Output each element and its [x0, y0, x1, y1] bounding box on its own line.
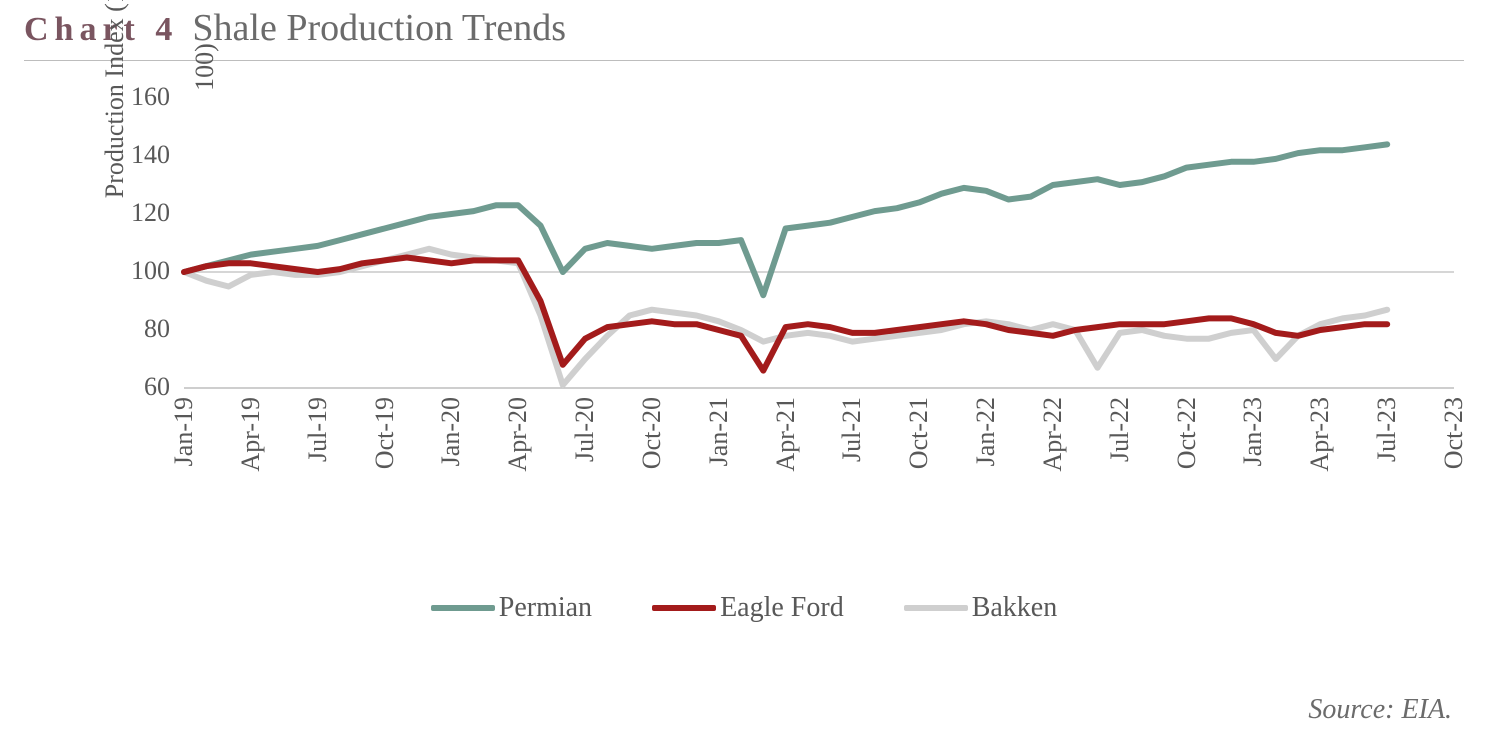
y-tick-label: 160 [110, 82, 184, 112]
x-tick-label: Jan-22 [971, 397, 1001, 466]
x-tick-label: Jan-19 [169, 397, 199, 466]
series-line-eagle-ford [184, 258, 1387, 371]
source-attribution: Source: EIA. [1308, 694, 1452, 726]
x-tick-label: Apr-21 [771, 397, 801, 472]
y-tick-label: 80 [110, 314, 184, 344]
x-tick-label: Oct-22 [1172, 397, 1202, 469]
legend-label: Permian [499, 592, 592, 624]
chart-svg [184, 97, 1454, 389]
plot-wrap: Production Index (1/19 = 100) 6080100120… [54, 97, 1464, 577]
legend-label: Eagle Ford [720, 592, 844, 624]
x-tick-label: Jul-23 [1372, 397, 1402, 462]
x-tick-label: Oct-19 [370, 397, 400, 469]
legend-label: Bakken [972, 592, 1058, 624]
x-tick-label: Oct-23 [1439, 397, 1469, 469]
legend-item-bakken: Bakken [904, 592, 1058, 624]
x-tick-label: Jan-23 [1238, 397, 1268, 466]
x-tick-label: Jul-19 [303, 397, 333, 462]
legend: Permian Eagle Ford Bakken [0, 592, 1488, 624]
plot-area: 6080100120140160Jan-19Apr-19Jul-19Oct-19… [184, 97, 1454, 387]
y-tick-label: 100 [110, 256, 184, 286]
legend-swatch-eagle-ford [652, 605, 716, 611]
y-tick-label: 140 [110, 140, 184, 170]
x-tick-label: Jan-21 [704, 397, 734, 466]
chart-container: Chart 4 Shale Production Trends Producti… [0, 0, 1488, 740]
legend-swatch-bakken [904, 605, 968, 611]
x-tick-label: Apr-22 [1038, 397, 1068, 472]
x-tick-label: Jul-20 [570, 397, 600, 462]
legend-item-eagle-ford: Eagle Ford [652, 592, 844, 624]
x-tick-label: Apr-19 [236, 397, 266, 472]
legend-swatch-permian [431, 605, 495, 611]
y-tick-label: 120 [110, 198, 184, 228]
x-tick-label: Apr-23 [1305, 397, 1335, 472]
x-tick-label: Jul-21 [837, 397, 867, 462]
y-axis-label-line1: Production Index (1/19 = [100, 0, 130, 227]
x-tick-label: Jan-20 [436, 397, 466, 466]
x-tick-label: Oct-21 [904, 397, 934, 469]
x-tick-label: Jul-22 [1105, 397, 1135, 462]
x-tick-label: Oct-20 [637, 397, 667, 469]
legend-item-permian: Permian [431, 592, 592, 624]
x-tick-label: Apr-20 [503, 397, 533, 472]
